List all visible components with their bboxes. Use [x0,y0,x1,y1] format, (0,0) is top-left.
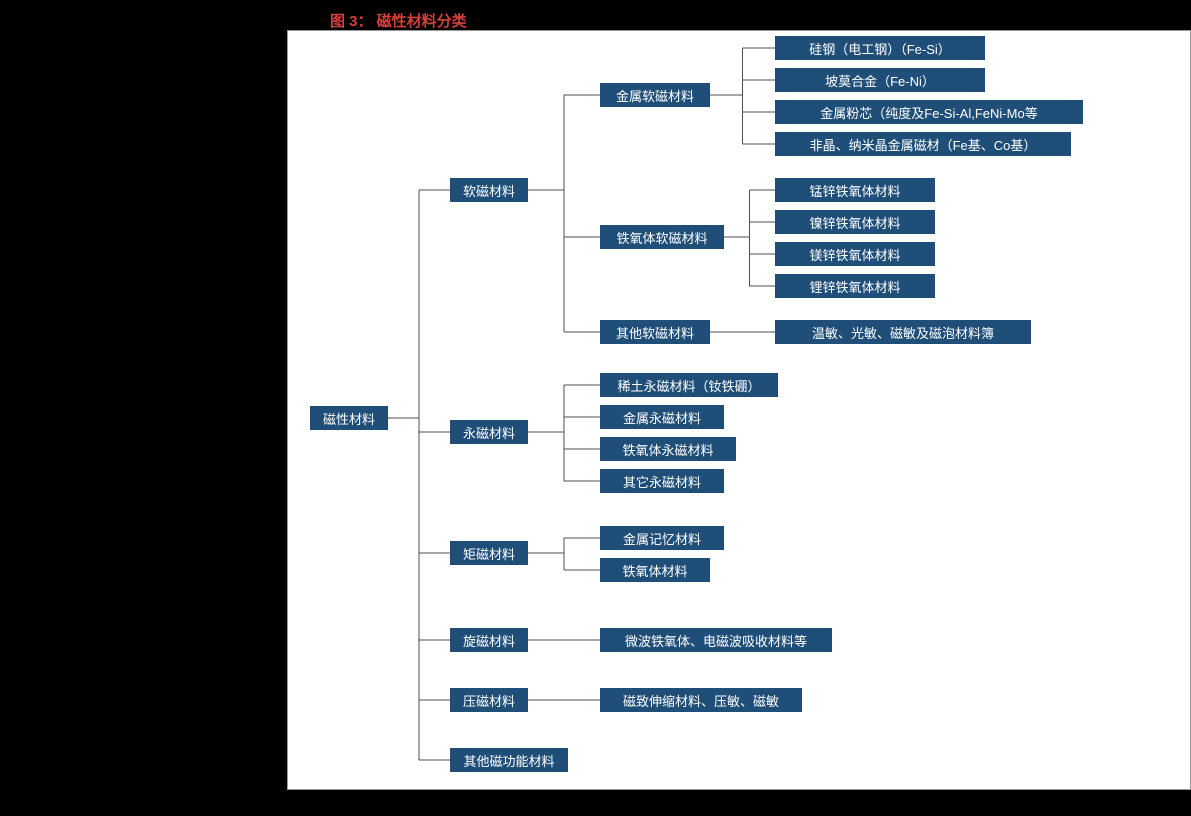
tree-node: 锰锌铁氧体材料 [775,178,935,202]
tree-node: 其它永磁材料 [600,469,724,493]
tree-node: 软磁材料 [450,178,528,202]
tree-node: 铁氧体软磁材料 [600,225,724,249]
tree-node: 其他软磁材料 [600,320,710,344]
tree-node: 磁性材料 [310,406,388,430]
tree-node: 金属永磁材料 [600,405,724,429]
tree-node: 硅钢（电工钢）（Fe-Si） [775,36,985,60]
tree-node: 铁氧体材料 [600,558,710,582]
tree-node: 铁氧体永磁材料 [600,437,736,461]
tree-node: 压磁材料 [450,688,528,712]
tree-node: 永磁材料 [450,420,528,444]
tree-node: 微波铁氧体、电磁波吸收材料等 [600,628,832,652]
tree-node: 金属粉芯（纯度及Fe-Si-Al,FeNi-Mo等 [775,100,1083,124]
tree-node: 温敏、光敏、磁敏及磁泡材料簿 [775,320,1031,344]
tree-node: 旋磁材料 [450,628,528,652]
tree-node: 非晶、纳米晶金属磁材（Fe基、Co基） [775,132,1071,156]
tree-node: 坡莫合金（Fe-Ni） [775,68,985,92]
tree-node: 矩磁材料 [450,541,528,565]
tree-node: 镍锌铁氧体材料 [775,210,935,234]
tree-node: 镁锌铁氧体材料 [775,242,935,266]
tree-node: 稀土永磁材料（钕铁硼） [600,373,778,397]
tree-node: 锂锌铁氧体材料 [775,274,935,298]
tree-node: 金属记忆材料 [600,526,724,550]
tree-node: 其他磁功能材料 [450,748,568,772]
tree-node: 磁致伸缩材料、压敏、磁敏 [600,688,802,712]
figure-title: 图 3： 磁性材料分类 [330,10,467,31]
tree-node: 金属软磁材料 [600,83,710,107]
